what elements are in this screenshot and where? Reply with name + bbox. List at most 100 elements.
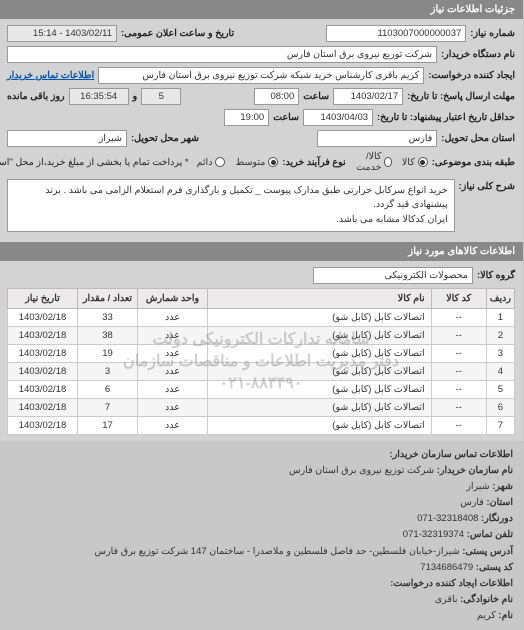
- c-post-label: کد پستی:: [477, 562, 514, 573]
- goods-group-label: گروه کالا:: [478, 270, 516, 281]
- th-idx: ردیف: [487, 288, 515, 308]
- table-row: 3--اتصالات کابل (کابل شو)عدد191403/02/18: [9, 344, 516, 362]
- cell-name: اتصالات کابل (کابل شو): [209, 416, 433, 434]
- contact-block: اطلاعات تماس سازمان خریدار: نام سازمان خ…: [0, 441, 524, 630]
- cell-qty: 7: [79, 398, 139, 416]
- c-fname: کریم: [478, 610, 497, 621]
- time-label-1: ساعت: [304, 91, 330, 102]
- cell-idx: 2: [487, 326, 515, 344]
- cell-name: اتصالات کابل (کابل شو): [209, 398, 433, 416]
- buyer-contact-link[interactable]: اطلاعات تماس خریدار: [8, 70, 95, 81]
- cell-qty: 17: [79, 416, 139, 434]
- requester-label: ایجاد کننده درخواست:: [429, 70, 516, 81]
- cell-unit: عدد: [139, 416, 209, 434]
- desc-line1: خرید انواع سرکابل حرارتی طبق مدارک پیوست…: [15, 184, 449, 213]
- goods-group-cat-label: طبقه بندی موضوعی:: [433, 157, 516, 168]
- c-lname-label: نام خانوادگی:: [461, 594, 514, 605]
- table-row: 2--اتصالات کابل (کابل شو)عدد381403/02/18: [9, 326, 516, 344]
- cell-unit: عدد: [139, 362, 209, 380]
- cell-date: 1403/02/18: [9, 344, 79, 362]
- cell-qty: 19: [79, 344, 139, 362]
- radio-medium-label: متوسط: [236, 157, 266, 168]
- requester-value: کریم باقری کارشناس خرید شبکه شرکت توزیع …: [99, 67, 425, 84]
- section-details-header: جزئیات اطلاعات نیاز: [0, 0, 524, 19]
- radio-service-label: کالا/خدمت: [355, 151, 383, 173]
- cell-code: --: [432, 380, 487, 398]
- cell-name: اتصالات کابل (کابل شو): [209, 326, 433, 344]
- goods-panel: گروه کالا: محصولات الکترونیکی سامانه تدا…: [0, 261, 524, 441]
- c-tel: 32319374-071: [404, 529, 465, 540]
- process-type-label: نوع فرآیند خرید:: [283, 157, 346, 168]
- general-desc-box: خرید انواع سرکابل حرارتی طبق مدارک پیوست…: [8, 179, 456, 232]
- goods-table: ردیف کد کالا نام کالا واحد شمارش تعداد /…: [8, 288, 516, 435]
- radio-direct-label: دائم: [198, 157, 214, 168]
- c-phone-label: دورنگار:: [482, 513, 514, 524]
- c-org-label: نام سازمان خریدار:: [438, 465, 514, 476]
- goods-group-value: محصولات الکترونیکی: [314, 267, 474, 284]
- c-fname-label: نام:: [499, 610, 514, 621]
- cell-date: 1403/02/18: [9, 416, 79, 434]
- need-no-value: 1103007000000037: [327, 25, 467, 42]
- cell-unit: عدد: [139, 326, 209, 344]
- cell-qty: 33: [79, 308, 139, 326]
- requester-contact-header: اطلاعات ایجاد کننده درخواست:: [10, 576, 514, 592]
- th-name: نام کالا: [209, 288, 433, 308]
- valid-until-date: 1403/04/03: [304, 109, 374, 126]
- cell-code: --: [432, 362, 487, 380]
- table-row: 4--اتصالات کابل (کابل شو)عدد31403/02/18: [9, 362, 516, 380]
- province-label: استان محل تحویل:: [442, 133, 516, 144]
- cell-unit: عدد: [139, 380, 209, 398]
- radio-goods[interactable]: [419, 157, 429, 167]
- send-until-time: 08:00: [255, 88, 300, 105]
- send-until-date: 1403/02/17: [334, 88, 404, 105]
- cell-date: 1403/02/18: [9, 380, 79, 398]
- c-org: شرکت توزیع نیروی برق استان فارس: [290, 465, 435, 476]
- province-value: فارس: [318, 130, 438, 147]
- cell-qty: 38: [79, 326, 139, 344]
- cell-code: --: [432, 344, 487, 362]
- remaining-days: 5: [142, 88, 182, 105]
- cell-name: اتصالات کابل (کابل شو): [209, 380, 433, 398]
- c-phone: 32318408-071: [418, 513, 479, 524]
- cell-idx: 5: [487, 380, 515, 398]
- public-date-value: 1403/02/11 - 15:14: [8, 25, 118, 42]
- c-tel-label: تلفن تماس:: [468, 529, 514, 540]
- radio-direct[interactable]: [216, 157, 226, 167]
- c-province: فارس: [461, 497, 485, 508]
- buyer-org-label: نام دستگاه خریدار:: [442, 49, 516, 60]
- public-date-label: تاریخ و ساعت اعلان عمومی:: [122, 28, 235, 39]
- cell-idx: 4: [487, 362, 515, 380]
- radio-goods-label: کالا: [403, 157, 416, 168]
- city-value: شیراز: [8, 130, 128, 147]
- table-row: 5--اتصالات کابل (کابل شو)عدد61403/02/18: [9, 380, 516, 398]
- radio-medium[interactable]: [269, 157, 279, 167]
- cell-unit: عدد: [139, 308, 209, 326]
- c-addr-label: آدرس پستی:: [463, 546, 514, 557]
- cell-code: --: [432, 398, 487, 416]
- buyer-org-value: شرکت توزیع نیروی برق استان فارس: [8, 46, 438, 63]
- c-lname: باقری: [436, 594, 459, 605]
- cell-idx: 7: [487, 416, 515, 434]
- cell-idx: 1: [487, 308, 515, 326]
- city-label: شهر محل تحویل:: [132, 133, 200, 144]
- radio-service[interactable]: [385, 157, 392, 167]
- th-unit: واحد شمارش: [139, 288, 209, 308]
- c-addr: شیراز-خیابان فلسطین- حد فاصل فلسطین و مل…: [95, 546, 460, 557]
- valid-until-time: 19:00: [225, 109, 270, 126]
- and-label: و: [134, 91, 139, 102]
- general-desc-label: شرح کلی نیاز:: [460, 177, 516, 192]
- c-post: 7134686479: [421, 562, 474, 573]
- payment-note: * پرداخت تمام یا بخشی از مبلغ خرید،از مح…: [0, 157, 190, 168]
- c-city-label: شهر:: [493, 481, 514, 492]
- remaining-label: روز باقی مانده: [8, 91, 66, 102]
- cell-idx: 6: [487, 398, 515, 416]
- cell-date: 1403/02/18: [9, 326, 79, 344]
- details-panel: شماره نیاز: 1103007000000037 تاریخ و ساع…: [0, 19, 524, 242]
- cell-code: --: [432, 326, 487, 344]
- section-goods-header: اطلاعات کالاهای مورد نیاز: [0, 242, 524, 261]
- cell-code: --: [432, 308, 487, 326]
- cell-name: اتصالات کابل (کابل شو): [209, 362, 433, 380]
- process-radio-group: متوسط دائم: [198, 157, 280, 168]
- cell-unit: عدد: [139, 398, 209, 416]
- th-code: کد کالا: [432, 288, 487, 308]
